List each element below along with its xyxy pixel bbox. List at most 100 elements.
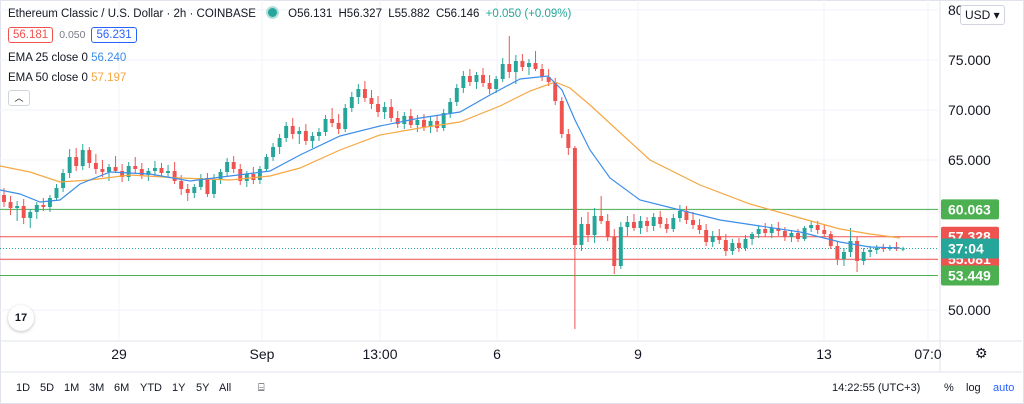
candle-body <box>618 227 623 266</box>
buy-button[interactable]: 56.231 <box>91 27 137 43</box>
candle-body <box>730 243 735 251</box>
candle-body <box>126 166 131 177</box>
timeframe-1m[interactable]: 1M <box>64 382 80 394</box>
x-tick-label: 13:00 <box>362 346 397 362</box>
y-tick-label: 65.000 <box>948 152 991 168</box>
price-label-box <box>941 199 999 220</box>
candle-body <box>297 131 302 134</box>
candle-body <box>441 113 446 128</box>
timeframe-6m[interactable]: 6M <box>114 382 130 394</box>
axes: 50.00055.00060.00065.00070.00075.00080.0… <box>0 0 1022 373</box>
price-label-text: 37:04 <box>948 241 984 257</box>
candle-body <box>28 212 33 218</box>
candle-body <box>848 241 853 252</box>
gear-icon[interactable]: ⚙ <box>975 345 988 361</box>
symbol-title[interactable]: Ethereum Classic / U.S. Dollar · 2h · CO… <box>8 8 256 20</box>
candles <box>2 36 905 329</box>
candle-body <box>553 82 558 101</box>
candle-body <box>533 63 538 69</box>
ema-lines <box>0 75 901 249</box>
horizontal-levels[interactable] <box>0 208 938 277</box>
candle-body <box>343 108 348 129</box>
candle-body <box>376 104 381 112</box>
logo-text: 17 <box>14 312 28 324</box>
candle-body <box>546 77 551 82</box>
timeframe-ytd[interactable]: YTD <box>140 382 162 394</box>
candle-body <box>415 120 420 125</box>
candle-body <box>717 236 722 240</box>
log-toggle[interactable]: log <box>966 382 981 394</box>
candle-body <box>67 157 72 173</box>
candle-body <box>303 131 308 141</box>
percent-toggle[interactable]: % <box>944 382 954 394</box>
ohlc-close: C56.146 <box>435 8 480 20</box>
candle-body <box>763 229 768 233</box>
candle-body <box>526 63 531 67</box>
candle-body <box>152 168 157 171</box>
ema50-line <box>0 81 901 239</box>
grid <box>0 0 938 340</box>
candle-body <box>362 89 367 98</box>
timeframe-5y[interactable]: 5Y <box>196 382 210 394</box>
candle-body <box>605 221 610 237</box>
candle-body <box>21 206 26 218</box>
candle-body <box>861 252 866 261</box>
indicator-ema50[interactable]: EMA 50 close 0 57.197 <box>8 72 126 84</box>
calendar-icon[interactable]: ⌸ <box>258 382 265 394</box>
timeframe-3m[interactable]: 3M <box>89 382 105 394</box>
price-label-box <box>941 238 999 259</box>
candle-body <box>271 147 276 157</box>
timeframe-5d[interactable]: 5D <box>40 382 55 394</box>
candle-body <box>87 150 92 163</box>
currency-label: USD <box>965 8 991 22</box>
candle-body <box>513 61 518 72</box>
chevron-up-icon[interactable]: ︿ <box>8 90 30 106</box>
candle-body <box>572 148 577 245</box>
candle-body <box>159 168 164 173</box>
candle-body <box>408 116 413 125</box>
candle-body <box>205 178 210 194</box>
sell-button[interactable]: 56.181 <box>8 27 54 43</box>
indicator-ema25[interactable]: EMA 25 close 0 56.240 <box>8 52 126 64</box>
candle-body <box>782 231 787 237</box>
timeframe-all[interactable]: All <box>219 382 232 394</box>
currency-selector[interactable]: USD ▾ <box>960 5 1005 25</box>
ohlc-high: H56.327 <box>338 8 382 20</box>
candle-body <box>172 171 177 181</box>
candle-body <box>166 171 171 173</box>
candle-body <box>559 101 564 134</box>
x-tick-label: 13 <box>816 346 832 362</box>
timeframe-1d[interactable]: 1D <box>16 382 31 394</box>
timeframe-1y[interactable]: 1Y <box>172 382 186 394</box>
candle-body <box>422 120 426 127</box>
candle-body <box>769 228 774 233</box>
candle-body <box>638 221 643 228</box>
candle-body <box>317 132 321 136</box>
indicator-value: 56.240 <box>91 52 127 64</box>
candle-body <box>868 250 873 252</box>
candle-body <box>225 162 230 172</box>
y-tick-label: 70.000 <box>948 102 991 118</box>
candle-body <box>80 150 85 166</box>
auto-toggle[interactable]: auto <box>993 382 1015 394</box>
candle-body <box>736 243 741 248</box>
candle-body <box>743 239 748 248</box>
indicator-value: 57.197 <box>91 72 127 84</box>
candle-body <box>113 167 118 171</box>
candle-body <box>520 61 525 67</box>
candle-body <box>212 179 216 194</box>
ema25-line <box>0 75 901 249</box>
candle-body <box>284 126 289 138</box>
y-tick-label: 50.000 <box>948 302 991 318</box>
candle-body <box>835 246 840 259</box>
bottom-toolbar: 1D 5D 1M 3M 6M YTD 1Y 5Y All ⌸ 14:22:55 … <box>0 374 1024 402</box>
trade-panel: 56.181 0.050 56.231 <box>8 27 137 43</box>
candle-body <box>631 222 636 228</box>
candle-body <box>874 248 879 250</box>
candle-body <box>901 248 905 250</box>
candle-body <box>461 76 466 88</box>
clock[interactable]: 14:22:55 (UTC+3) <box>832 382 921 394</box>
candle-body <box>330 119 335 123</box>
tradingview-logo[interactable]: 17 <box>8 305 34 331</box>
